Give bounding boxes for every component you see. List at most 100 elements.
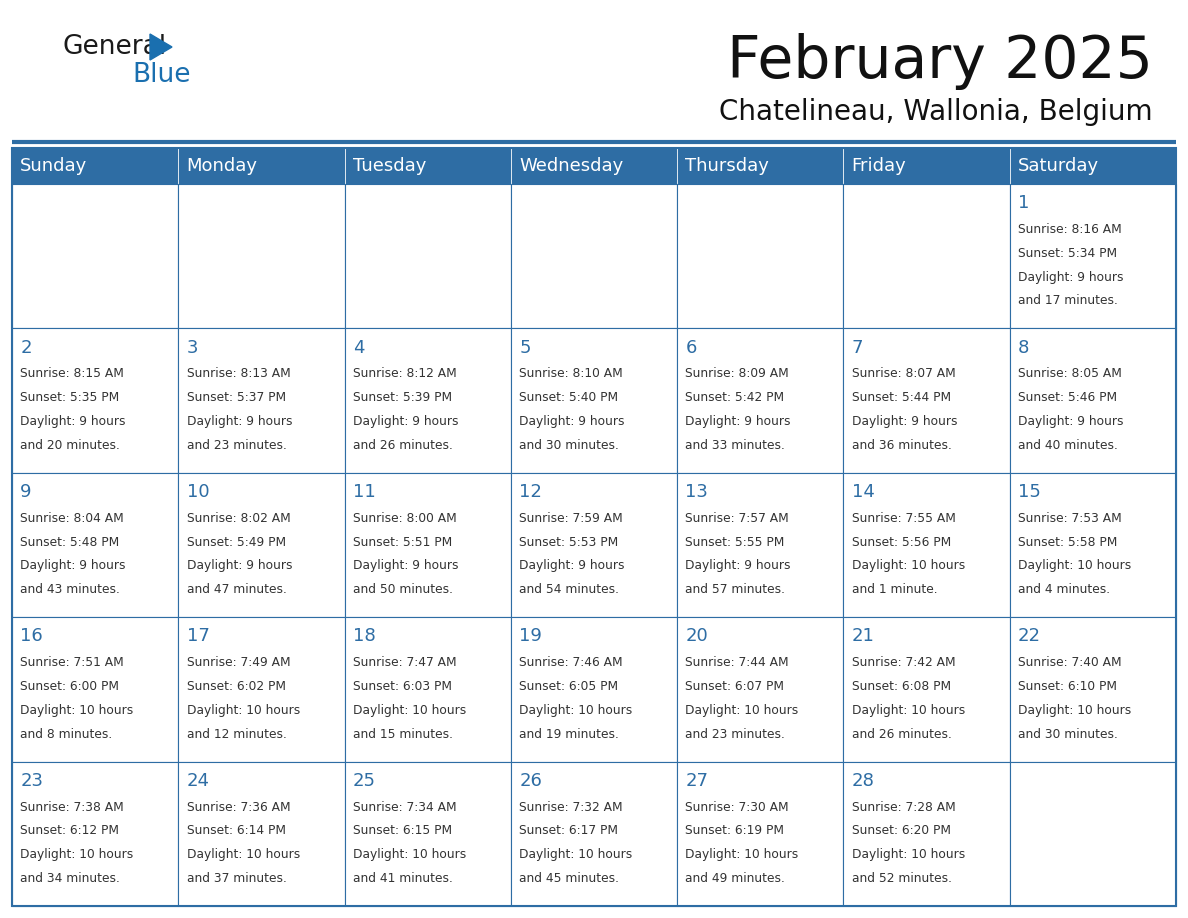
Text: and 30 minutes.: and 30 minutes. <box>1018 728 1118 741</box>
Text: Daylight: 10 hours: Daylight: 10 hours <box>852 704 965 717</box>
Text: and 17 minutes.: and 17 minutes. <box>1018 295 1118 308</box>
Text: Daylight: 10 hours: Daylight: 10 hours <box>519 704 632 717</box>
Text: Daylight: 10 hours: Daylight: 10 hours <box>852 559 965 573</box>
Text: Daylight: 10 hours: Daylight: 10 hours <box>852 848 965 861</box>
Text: Wednesday: Wednesday <box>519 157 624 175</box>
Text: Sunrise: 7:40 AM: Sunrise: 7:40 AM <box>1018 656 1121 669</box>
Text: Sunrise: 7:44 AM: Sunrise: 7:44 AM <box>685 656 789 669</box>
Text: 16: 16 <box>20 627 43 645</box>
Text: and 50 minutes.: and 50 minutes. <box>353 583 453 597</box>
Text: 23: 23 <box>20 772 43 789</box>
Text: 2: 2 <box>20 339 32 356</box>
Text: 20: 20 <box>685 627 708 645</box>
Text: Sunset: 5:56 PM: Sunset: 5:56 PM <box>852 535 950 549</box>
Text: Daylight: 9 hours: Daylight: 9 hours <box>1018 415 1124 428</box>
Text: and 30 minutes.: and 30 minutes. <box>519 439 619 452</box>
Bar <box>843 184 1010 329</box>
Text: 10: 10 <box>187 483 209 501</box>
Text: Sunrise: 8:05 AM: Sunrise: 8:05 AM <box>1018 367 1121 380</box>
Bar <box>345 473 511 617</box>
Text: Sunset: 5:34 PM: Sunset: 5:34 PM <box>1018 247 1117 260</box>
Text: and 43 minutes.: and 43 minutes. <box>20 583 120 597</box>
Text: Daylight: 9 hours: Daylight: 9 hours <box>1018 271 1124 284</box>
Text: Sunset: 5:55 PM: Sunset: 5:55 PM <box>685 535 785 549</box>
Text: 8: 8 <box>1018 339 1030 356</box>
Text: and 47 minutes.: and 47 minutes. <box>187 583 286 597</box>
Text: Sunset: 5:37 PM: Sunset: 5:37 PM <box>187 391 286 404</box>
Bar <box>178 329 345 473</box>
Text: Daylight: 10 hours: Daylight: 10 hours <box>685 848 798 861</box>
Bar <box>12 762 178 906</box>
Text: Sunset: 5:49 PM: Sunset: 5:49 PM <box>187 535 286 549</box>
Text: Sunday: Sunday <box>20 157 88 175</box>
Text: Daylight: 10 hours: Daylight: 10 hours <box>519 848 632 861</box>
Text: and 1 minute.: and 1 minute. <box>852 583 937 597</box>
Text: Sunset: 5:44 PM: Sunset: 5:44 PM <box>852 391 950 404</box>
Text: Sunrise: 7:30 AM: Sunrise: 7:30 AM <box>685 800 789 813</box>
Text: and 36 minutes.: and 36 minutes. <box>852 439 952 452</box>
Text: Chatelineau, Wallonia, Belgium: Chatelineau, Wallonia, Belgium <box>720 98 1154 126</box>
Bar <box>345 329 511 473</box>
Bar <box>1010 148 1176 184</box>
Text: Sunset: 5:58 PM: Sunset: 5:58 PM <box>1018 535 1118 549</box>
Text: Sunrise: 8:15 AM: Sunrise: 8:15 AM <box>20 367 125 380</box>
Text: Daylight: 10 hours: Daylight: 10 hours <box>353 848 466 861</box>
Text: 1: 1 <box>1018 194 1030 212</box>
Text: and 26 minutes.: and 26 minutes. <box>353 439 453 452</box>
Text: and 19 minutes.: and 19 minutes. <box>519 728 619 741</box>
Text: Sunset: 5:39 PM: Sunset: 5:39 PM <box>353 391 451 404</box>
Text: Sunset: 6:00 PM: Sunset: 6:00 PM <box>20 680 119 693</box>
Bar <box>511 762 677 906</box>
Text: Sunrise: 8:07 AM: Sunrise: 8:07 AM <box>852 367 955 380</box>
Bar <box>843 762 1010 906</box>
Text: 4: 4 <box>353 339 365 356</box>
Text: Daylight: 10 hours: Daylight: 10 hours <box>1018 704 1131 717</box>
Text: and 8 minutes.: and 8 minutes. <box>20 728 113 741</box>
Text: and 37 minutes.: and 37 minutes. <box>187 872 286 885</box>
Text: Daylight: 10 hours: Daylight: 10 hours <box>1018 559 1131 573</box>
Text: 28: 28 <box>852 772 874 789</box>
Text: Sunset: 6:15 PM: Sunset: 6:15 PM <box>353 824 451 837</box>
Bar <box>511 617 677 762</box>
Text: and 20 minutes.: and 20 minutes. <box>20 439 120 452</box>
Bar <box>178 148 345 184</box>
Text: 5: 5 <box>519 339 531 356</box>
Text: Friday: Friday <box>852 157 906 175</box>
Text: and 45 minutes.: and 45 minutes. <box>519 872 619 885</box>
Bar <box>511 329 677 473</box>
Text: Sunset: 6:19 PM: Sunset: 6:19 PM <box>685 824 784 837</box>
Text: and 40 minutes.: and 40 minutes. <box>1018 439 1118 452</box>
Text: Blue: Blue <box>132 62 190 88</box>
Text: Sunset: 5:42 PM: Sunset: 5:42 PM <box>685 391 784 404</box>
Text: Sunset: 5:48 PM: Sunset: 5:48 PM <box>20 535 120 549</box>
Bar <box>1010 762 1176 906</box>
Text: Monday: Monday <box>187 157 258 175</box>
Text: Sunset: 6:07 PM: Sunset: 6:07 PM <box>685 680 784 693</box>
Text: Sunset: 5:53 PM: Sunset: 5:53 PM <box>519 535 619 549</box>
Text: Sunset: 6:17 PM: Sunset: 6:17 PM <box>519 824 618 837</box>
Text: Sunrise: 8:12 AM: Sunrise: 8:12 AM <box>353 367 456 380</box>
Text: Sunset: 5:51 PM: Sunset: 5:51 PM <box>353 535 453 549</box>
Text: Sunrise: 7:38 AM: Sunrise: 7:38 AM <box>20 800 124 813</box>
Text: Sunrise: 8:02 AM: Sunrise: 8:02 AM <box>187 512 290 525</box>
Bar <box>345 184 511 329</box>
Bar <box>843 617 1010 762</box>
Text: Thursday: Thursday <box>685 157 770 175</box>
Text: Daylight: 10 hours: Daylight: 10 hours <box>20 704 133 717</box>
Text: Saturday: Saturday <box>1018 157 1099 175</box>
Text: and 34 minutes.: and 34 minutes. <box>20 872 120 885</box>
Text: and 23 minutes.: and 23 minutes. <box>187 439 286 452</box>
Text: and 54 minutes.: and 54 minutes. <box>519 583 619 597</box>
Text: Daylight: 10 hours: Daylight: 10 hours <box>353 704 466 717</box>
Text: and 57 minutes.: and 57 minutes. <box>685 583 785 597</box>
Bar <box>677 329 843 473</box>
Text: Daylight: 9 hours: Daylight: 9 hours <box>685 559 791 573</box>
Text: Sunrise: 8:04 AM: Sunrise: 8:04 AM <box>20 512 124 525</box>
Text: Sunrise: 7:46 AM: Sunrise: 7:46 AM <box>519 656 623 669</box>
Text: Sunset: 6:08 PM: Sunset: 6:08 PM <box>852 680 950 693</box>
Text: Sunrise: 8:00 AM: Sunrise: 8:00 AM <box>353 512 456 525</box>
Bar <box>843 148 1010 184</box>
Text: 6: 6 <box>685 339 697 356</box>
Text: 13: 13 <box>685 483 708 501</box>
Polygon shape <box>150 34 172 60</box>
